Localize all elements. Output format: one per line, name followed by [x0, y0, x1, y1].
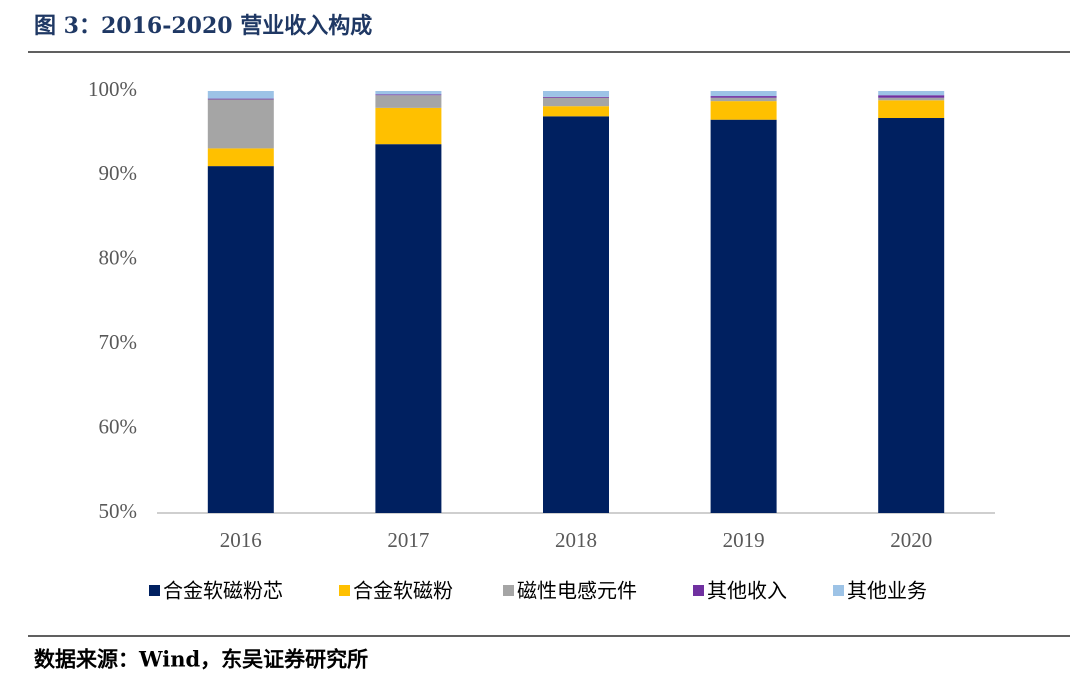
bar-segment: [207, 99, 274, 149]
bar-segment: [375, 91, 442, 95]
bar-segment: [375, 107, 442, 145]
legend-swatch: [149, 585, 160, 596]
bar-segment: [543, 116, 609, 513]
bar-segment: [207, 148, 274, 167]
bar-segment: [710, 91, 777, 97]
legend-label: 合金软磁粉芯: [163, 579, 283, 603]
x-tick-label: 2017: [387, 528, 429, 552]
bar-segment: [710, 97, 777, 102]
bar-segment: [543, 106, 609, 117]
legend-label: 其他业务: [847, 579, 927, 603]
y-tick-label: 70%: [99, 330, 138, 354]
legend-swatch: [693, 585, 704, 596]
bar-segment: [207, 98, 274, 100]
x-tick-label: 2018: [555, 528, 597, 552]
bar-segment: [207, 91, 274, 99]
legend-swatch: [503, 585, 514, 596]
source-note: 数据来源：Wind，东吴证券研究所: [34, 647, 368, 672]
bar-segment: [878, 91, 945, 96]
bar-segment: [207, 166, 274, 513]
y-tick-label: 60%: [99, 414, 138, 438]
y-tick-label: 90%: [99, 161, 138, 185]
y-tick-label: 100%: [88, 77, 137, 101]
bar-segment: [543, 96, 609, 98]
y-tick-label: 50%: [99, 499, 138, 523]
bar-segment: [375, 144, 442, 513]
x-tick-label: 2016: [220, 528, 262, 552]
bar-segment: [878, 97, 945, 101]
legend-swatch: [833, 585, 844, 596]
bar-segment: [543, 91, 609, 97]
bar-segment: [710, 101, 777, 120]
bar-segment: [710, 119, 777, 514]
bar-segment: [375, 94, 442, 96]
x-tick-label: 2020: [890, 528, 932, 552]
legend-label: 磁性电感元件: [517, 579, 637, 603]
bar-segment: [710, 96, 777, 98]
legend-label: 其他收入: [707, 579, 787, 603]
bar-segment: [543, 97, 609, 107]
x-tick-label: 2019: [723, 528, 765, 552]
bar-segment: [375, 95, 442, 108]
legend-swatch: [339, 585, 350, 596]
bar-segment: [878, 95, 945, 98]
bar-segment: [878, 118, 945, 514]
chart-title: 图 3：2016-2020 营业收入构成: [34, 13, 372, 39]
legend-label: 合金软磁粉: [353, 579, 453, 603]
bar-segment: [878, 100, 945, 119]
y-tick-label: 80%: [99, 246, 138, 270]
